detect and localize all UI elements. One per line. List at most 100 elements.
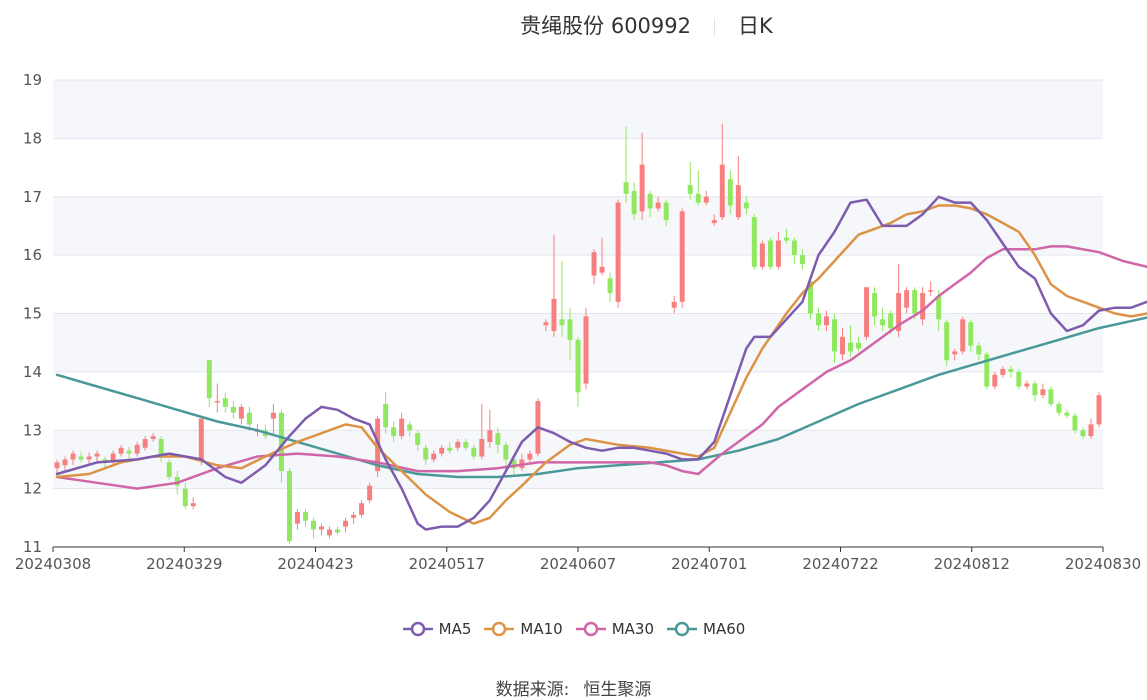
candle-body — [495, 433, 501, 445]
candle-body — [1000, 368, 1006, 375]
candle-body — [904, 290, 910, 308]
legend-item-ma5[interactable]: MA5 — [402, 620, 472, 638]
legend-label: MA10 — [520, 620, 563, 638]
candle-body — [383, 403, 389, 428]
candle-body — [94, 453, 100, 457]
candle-body — [719, 164, 725, 218]
x-tick-label: 20240830 — [1065, 555, 1141, 573]
candle-body — [270, 412, 276, 419]
grid-band — [53, 430, 1103, 489]
candle-body — [992, 374, 998, 387]
x-tick-label: 20240329 — [146, 555, 222, 573]
candle-body — [439, 447, 445, 454]
candle-body — [1024, 383, 1030, 387]
candle-body — [1080, 430, 1086, 437]
candle-body — [896, 293, 902, 332]
candle-body — [623, 182, 629, 194]
candle-body — [1040, 389, 1046, 396]
candle-body — [567, 319, 573, 340]
candle-body — [543, 322, 549, 326]
candle-body — [54, 462, 60, 469]
x-tick-label: 20240517 — [409, 555, 485, 573]
legend: MA5 MA10 MA30 MA60 — [0, 620, 1147, 641]
y-tick-label: 11 — [23, 538, 42, 556]
data-source: 数据来源: 恒生聚源 — [0, 675, 1147, 700]
candle-body — [142, 439, 148, 448]
y-tick-label: 16 — [23, 246, 42, 264]
axes: 11 12 13 14 15 16 17 18 19 20240308 20240329 202404… — [15, 71, 1141, 573]
candle-body — [166, 462, 172, 477]
candle-body — [1056, 403, 1062, 413]
candle-body — [735, 185, 741, 218]
x-tick-label: 20240423 — [277, 555, 353, 573]
candle-body — [78, 456, 84, 460]
chart-header: 贵绳股份 600992 日K — [0, 6, 1147, 42]
candle-body — [286, 471, 292, 542]
candle-body — [158, 439, 164, 457]
candle-body — [487, 430, 493, 442]
candle-body — [511, 459, 517, 469]
candle-body — [952, 351, 958, 355]
candle-body — [928, 290, 934, 292]
moving-averages — [55, 195, 1147, 531]
y-tick-label: 18 — [23, 129, 42, 147]
candle-body — [743, 202, 749, 209]
candle-body — [1096, 395, 1102, 425]
x-tick-label: 20240812 — [934, 555, 1010, 573]
candle-body — [783, 237, 789, 241]
ma-line-ma10 — [55, 204, 1147, 525]
candle-body — [206, 360, 212, 399]
candle-body — [679, 211, 685, 302]
legend-label: MA60 — [703, 620, 746, 638]
candle-body — [823, 316, 829, 326]
candle-body — [343, 520, 349, 527]
y-tick-label: 19 — [23, 71, 42, 89]
candle-body — [471, 447, 477, 457]
candle-body — [527, 453, 533, 460]
candle-body — [415, 433, 421, 445]
candle-body — [848, 342, 854, 352]
y-tick-label: 12 — [23, 480, 42, 498]
candle-body — [647, 193, 653, 209]
candle-body — [222, 398, 228, 407]
legend-marker-icon — [402, 621, 433, 637]
candle-body — [815, 313, 821, 326]
x-tick-label: 20240607 — [540, 555, 616, 573]
candle-body — [399, 418, 405, 437]
candle-body — [182, 488, 188, 507]
candlesticks — [54, 123, 1102, 545]
candle-body — [775, 240, 781, 267]
period-label: 日K — [738, 14, 773, 38]
legend-marker-icon — [667, 621, 698, 637]
candle-body — [70, 453, 76, 460]
legend-label: MA5 — [438, 620, 472, 638]
candle-body — [1064, 412, 1070, 416]
candle-body — [407, 424, 413, 431]
candle-body — [230, 406, 236, 413]
legend-item-ma10[interactable]: MA10 — [483, 620, 563, 638]
legend-item-ma30[interactable]: MA30 — [575, 620, 654, 638]
candle-body — [503, 444, 509, 460]
candle-body — [944, 322, 950, 361]
candle-body — [615, 202, 621, 302]
candle-body — [1072, 415, 1078, 431]
legend-marker-icon — [484, 621, 515, 637]
candle-body — [134, 444, 140, 454]
candle-body — [1008, 368, 1014, 372]
candle-body — [559, 319, 565, 326]
candle-body — [655, 202, 661, 209]
legend-item-ma60[interactable]: MA60 — [666, 620, 745, 638]
candle-body — [703, 196, 709, 203]
candle-body — [864, 287, 870, 337]
candle-body — [832, 319, 837, 352]
candle-body — [327, 529, 333, 536]
candle-body — [583, 316, 589, 384]
candle-body — [727, 179, 733, 206]
candle-body — [1032, 383, 1038, 396]
candle-body — [751, 217, 757, 267]
candle-body — [319, 526, 324, 530]
kline-chart: 11 12 13 14 15 16 17 18 19 20240308 20240329 202404… — [15, 71, 1147, 573]
candle-body — [767, 240, 773, 267]
candle-body — [976, 345, 982, 355]
candle-body — [463, 441, 469, 448]
